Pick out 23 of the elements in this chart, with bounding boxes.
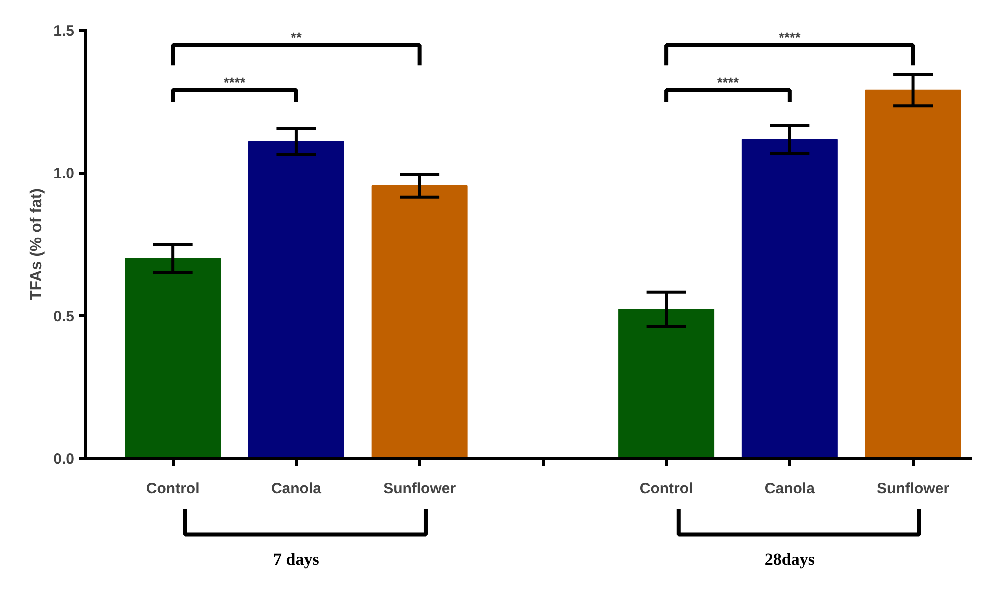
text: 28days — [764, 550, 816, 569]
annotation: ** — [291, 29, 302, 46]
y-tick-label: 1.0 — [54, 166, 75, 183]
bar — [865, 90, 962, 458]
bar — [372, 186, 468, 458]
x-tick-label: Sunflower — [384, 480, 456, 498]
y-tick-label: 1.5 — [54, 23, 75, 40]
y-axis-title: TFAs (% of fat) — [28, 188, 46, 300]
x-tick-label: Control — [640, 480, 694, 498]
annotation: **** — [224, 74, 246, 90]
annotation: **** — [779, 29, 802, 46]
bar — [618, 309, 715, 458]
bar — [742, 139, 838, 458]
bar — [125, 258, 222, 458]
bar — [248, 141, 344, 458]
text: 7 days — [274, 550, 320, 569]
x-tick-label: Sunflower — [877, 480, 950, 498]
y-tick-label: 0.0 — [54, 451, 75, 468]
x-tick-label: Canola — [764, 480, 816, 498]
y-tick-label: 0.5 — [54, 308, 75, 326]
annotation: **** — [717, 74, 740, 90]
x-tick-label: Canola — [271, 480, 322, 498]
x-tick-label: Control — [146, 480, 200, 498]
